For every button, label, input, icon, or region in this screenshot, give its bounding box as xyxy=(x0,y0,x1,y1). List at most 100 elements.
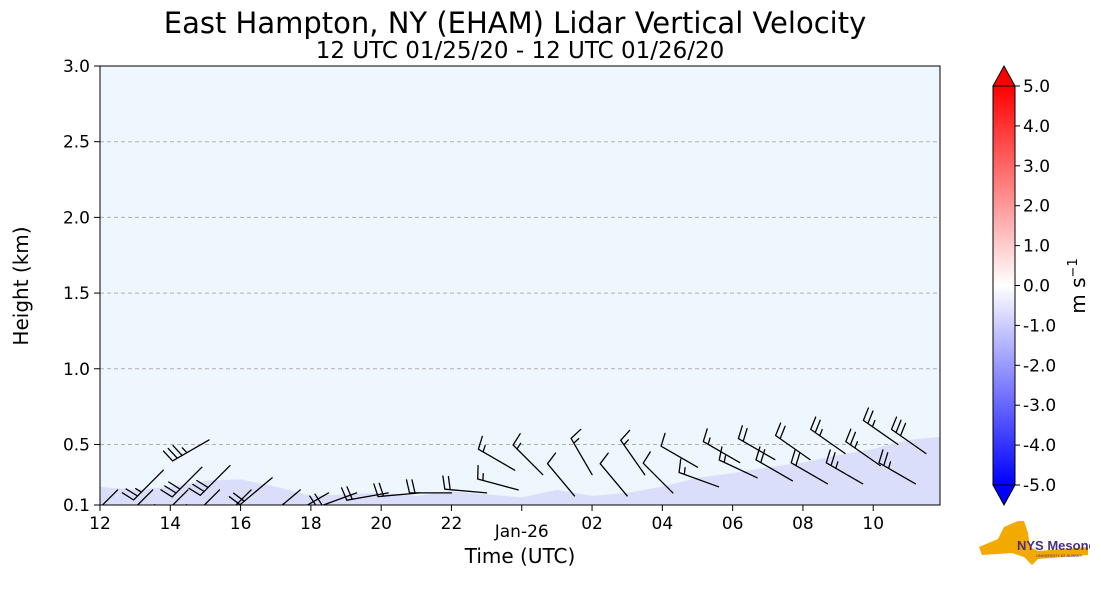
colorbar-tick-label: 0.0 xyxy=(1023,277,1050,297)
plot-area xyxy=(100,66,940,505)
x-tick-label: 16 xyxy=(230,514,252,534)
barb-shape xyxy=(340,486,389,501)
x-tick-label: 04 xyxy=(652,514,674,534)
barb-shape xyxy=(660,432,699,468)
barb-shape xyxy=(790,449,829,485)
wind-barb xyxy=(890,416,927,455)
colorbar-unit-exponent: −1 xyxy=(1066,258,1081,277)
barb-shape xyxy=(825,449,864,485)
barb-shape xyxy=(718,446,758,479)
barb-shape xyxy=(890,416,927,455)
colorbar-max-arrow xyxy=(992,64,1016,87)
chart-title: East Hampton, NY (EHAM) Lidar Vertical V… xyxy=(164,6,867,40)
wind-barb xyxy=(160,466,203,498)
barb-shape xyxy=(546,452,576,497)
wind-barb xyxy=(878,449,917,485)
y-tick-label: 3.0 xyxy=(63,57,90,77)
barb-shape xyxy=(477,435,516,471)
colorbar-tick-label: -4.0 xyxy=(1023,436,1056,456)
wind-barb xyxy=(546,452,576,497)
y-axis: 0.1 0.5 1.0 1.5 2.0 2.5 3.0 xyxy=(63,57,100,516)
wind-barb xyxy=(845,428,881,467)
barb-shape xyxy=(442,475,488,494)
barb-shape xyxy=(678,458,720,488)
wind-barb xyxy=(121,469,164,501)
logo-subtext: UNIVERSITY AT ALBANY xyxy=(1036,553,1083,558)
barb-shape xyxy=(845,428,881,467)
wind-barb xyxy=(737,425,776,461)
y-tick-label: 2.0 xyxy=(63,208,90,228)
wind-barb xyxy=(825,449,864,485)
wind-barb xyxy=(755,446,794,482)
y-tick-label: 1.0 xyxy=(63,360,90,380)
wind-barb xyxy=(512,433,544,476)
wind-barb xyxy=(228,477,273,505)
wind-barb xyxy=(660,432,699,468)
wind-barb xyxy=(810,416,846,455)
colorbar-tick-label: -1.0 xyxy=(1023,316,1056,336)
barb-shape xyxy=(121,469,164,501)
y-tick-label: 2.5 xyxy=(63,133,90,153)
wind-barb xyxy=(281,489,301,505)
colorbar-tick-label: 5.0 xyxy=(1023,77,1050,97)
barb-shape xyxy=(755,446,794,482)
y-tick-label: 0.1 xyxy=(63,496,90,516)
barb-shape xyxy=(737,425,776,461)
wind-barb xyxy=(718,446,758,479)
barb-shape xyxy=(477,465,519,491)
colorbar-tick-label: 1.0 xyxy=(1023,237,1050,257)
velocity-region xyxy=(100,436,940,505)
nys-mesonet-logo: NYS Mesonet UNIVERSITY AT ALBANY xyxy=(979,521,1090,565)
colorbar-tick-label: 2.0 xyxy=(1023,197,1050,217)
x-tick-label: 10 xyxy=(862,514,884,534)
barb-shape xyxy=(160,466,203,498)
barb-shape xyxy=(228,477,273,505)
y-tick-label: 0.5 xyxy=(63,435,90,455)
x-tick-label: 20 xyxy=(370,514,392,534)
x-tick-label: 08 xyxy=(792,514,814,534)
barb-shape xyxy=(405,479,453,494)
barb-shape xyxy=(810,416,846,455)
x-tick-label: 02 xyxy=(581,514,603,534)
logo-text: NYS Mesonet xyxy=(1017,538,1090,553)
colorbar-tick-label: -5.0 xyxy=(1023,476,1056,496)
colorbar-unit: m s xyxy=(1066,277,1090,313)
wind-barb xyxy=(678,458,720,488)
colorbar-tick-label: -2.0 xyxy=(1023,356,1056,376)
barb-shape xyxy=(281,489,301,505)
wind-barb xyxy=(340,486,389,501)
colorbar-label: m s−1 xyxy=(1066,258,1090,313)
colorbar: 5.0 4.0 3.0 2.0 1.0 0.0 -1.0 -2.0 -3.0 -4.0 -5.0 m… xyxy=(992,64,1090,507)
barb-shape xyxy=(774,422,811,461)
x-tick-label: 22 xyxy=(441,514,463,534)
grid xyxy=(100,141,940,445)
barb-shape xyxy=(188,464,231,496)
wind-barb xyxy=(405,479,453,494)
barb-shape xyxy=(599,452,628,497)
colorbar-tick-label: 3.0 xyxy=(1023,157,1050,177)
wind-barb xyxy=(642,451,674,494)
wind-barb xyxy=(477,435,516,471)
ny-state-shape xyxy=(979,521,1088,565)
wind-barb xyxy=(774,422,811,461)
colorbar-min-arrow xyxy=(992,484,1016,507)
wind-barb xyxy=(162,439,210,462)
wind-barb xyxy=(282,492,330,505)
colorbar-ticks: 5.0 4.0 3.0 2.0 1.0 0.0 -1.0 -2.0 -3.0 -4.0 -5.0 xyxy=(1015,77,1056,496)
y-axis-label: Height (km) xyxy=(9,226,33,345)
barb-shape xyxy=(512,433,544,476)
wind-barb xyxy=(442,475,488,494)
colorbar-tick-label: -3.0 xyxy=(1023,396,1056,416)
x-tick-label: 12 xyxy=(89,514,111,534)
x-tick-label: Jan-26 xyxy=(494,522,549,542)
barb-shape xyxy=(642,451,674,494)
wind-barb xyxy=(790,449,829,485)
colorbar-tick-label: 4.0 xyxy=(1023,117,1050,137)
x-tick-label: 18 xyxy=(300,514,322,534)
x-tick-label: 06 xyxy=(722,514,744,534)
wind-barb xyxy=(188,464,231,496)
wind-barb xyxy=(862,407,899,446)
barb-shape xyxy=(162,439,210,462)
x-tick-label: 14 xyxy=(159,514,181,534)
